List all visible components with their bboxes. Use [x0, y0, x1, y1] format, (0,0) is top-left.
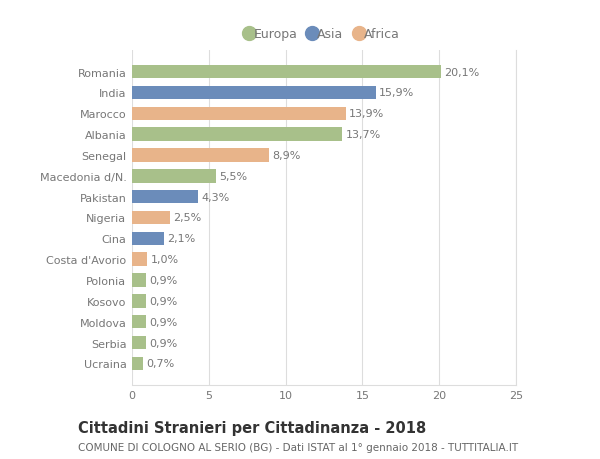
Text: Cittadini Stranieri per Cittadinanza - 2018: Cittadini Stranieri per Cittadinanza - 2…: [78, 420, 426, 435]
Text: 0,9%: 0,9%: [149, 338, 177, 348]
Text: 8,9%: 8,9%: [272, 151, 300, 161]
Text: COMUNE DI COLOGNO AL SERIO (BG) - Dati ISTAT al 1° gennaio 2018 - TUTTITALIA.IT: COMUNE DI COLOGNO AL SERIO (BG) - Dati I…: [78, 442, 518, 452]
Bar: [132, 86, 376, 100]
Bar: [132, 253, 148, 266]
Legend: Europa, Asia, Africa: Europa, Asia, Africa: [248, 28, 400, 41]
Bar: [132, 315, 146, 329]
Bar: [132, 107, 346, 121]
Bar: [132, 149, 269, 162]
Text: 15,9%: 15,9%: [379, 88, 415, 98]
Bar: [132, 170, 217, 183]
Bar: [132, 128, 343, 142]
Text: 4,3%: 4,3%: [201, 192, 229, 202]
Text: 13,9%: 13,9%: [349, 109, 384, 119]
Text: 0,9%: 0,9%: [149, 296, 177, 306]
Text: 0,9%: 0,9%: [149, 275, 177, 285]
Bar: [132, 66, 441, 79]
Text: 13,7%: 13,7%: [346, 130, 381, 140]
Text: 1,0%: 1,0%: [151, 255, 179, 264]
Text: 0,9%: 0,9%: [149, 317, 177, 327]
Text: 5,5%: 5,5%: [220, 172, 248, 181]
Text: 2,5%: 2,5%: [173, 213, 202, 223]
Text: 2,1%: 2,1%: [167, 234, 196, 244]
Bar: [132, 232, 164, 246]
Bar: [132, 294, 146, 308]
Bar: [132, 336, 146, 350]
Text: 0,7%: 0,7%: [146, 358, 174, 369]
Bar: [132, 211, 170, 225]
Bar: [132, 357, 143, 370]
Bar: [132, 274, 146, 287]
Bar: [132, 190, 198, 204]
Text: 20,1%: 20,1%: [444, 67, 479, 78]
